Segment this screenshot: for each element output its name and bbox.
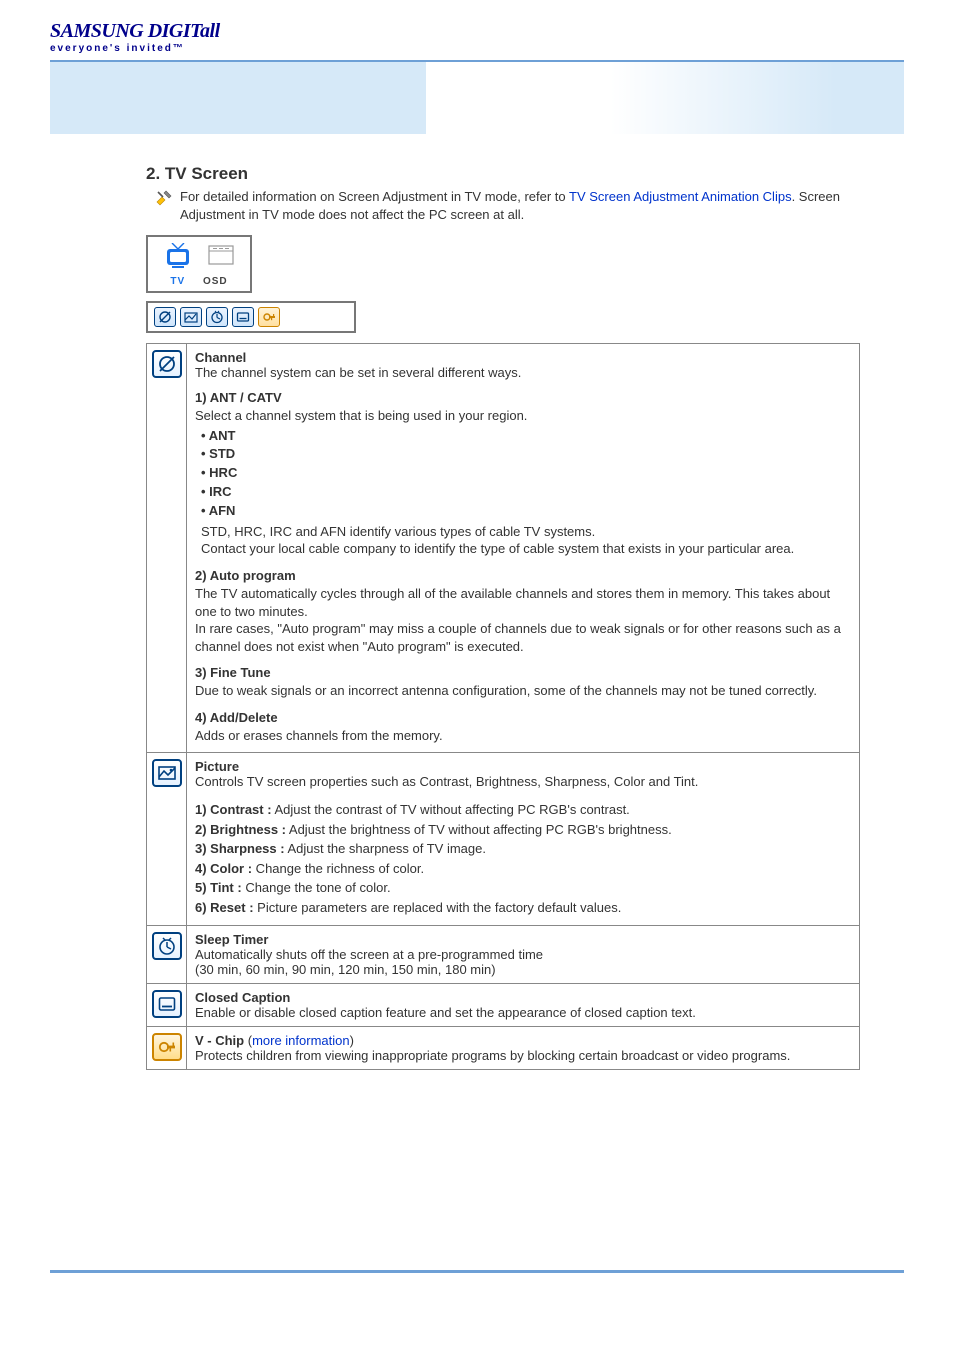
channel-s1-list: ANT STD HRC IRC AFN xyxy=(195,427,851,521)
channel-s3-title: 3) Fine Tune xyxy=(195,665,851,680)
picture-item-label: 6) Reset : xyxy=(195,900,254,915)
picture-strip-icon xyxy=(180,307,202,327)
channel-title: Channel xyxy=(195,350,246,365)
osd-icon xyxy=(208,245,234,270)
picture-title: Picture xyxy=(195,759,239,774)
channel-s4-title: 4) Add/Delete xyxy=(195,710,851,725)
vchip-strip-icon xyxy=(258,307,280,327)
vchip-icon xyxy=(152,1033,182,1061)
picture-item-label: 4) Color : xyxy=(195,861,252,876)
channel-s1-title: 1) ANT / CATV xyxy=(195,390,851,405)
channel-s2-title: 2) Auto program xyxy=(195,568,851,583)
tools-icon xyxy=(154,188,174,211)
list-item: AFN xyxy=(201,502,851,521)
table-row: V - Chip (more information) Protects chi… xyxy=(147,1026,860,1069)
content-area: 2. TV Screen For detailed information on… xyxy=(50,134,860,1070)
cc-strip-icon xyxy=(232,307,254,327)
footer-divider xyxy=(50,1270,904,1273)
table-row: Channel The channel system can be set in… xyxy=(147,344,860,753)
intro-row: For detailed information on Screen Adjus… xyxy=(146,188,860,223)
list-item: HRC xyxy=(201,464,851,483)
picture-item-label: 1) Contrast : xyxy=(195,802,272,817)
closed-caption-icon xyxy=(152,990,182,1018)
picture-icon xyxy=(152,759,182,787)
picture-desc: Controls TV screen properties such as Co… xyxy=(195,774,698,789)
picture-item-text: Adjust the sharpness of TV image. xyxy=(285,841,486,856)
channel-s4-body: Adds or erases channels from the memory. xyxy=(195,727,851,745)
picture-item-label: 5) Tint : xyxy=(195,880,242,895)
table-row: Sleep Timer Automatically shuts off the … xyxy=(147,925,860,983)
section-title: 2. TV Screen xyxy=(146,164,860,184)
tv-icon xyxy=(164,243,192,272)
intro-prefix: For detailed information on Screen Adjus… xyxy=(180,189,569,204)
sleep-l1: Automatically shuts off the screen at a … xyxy=(195,947,543,962)
picture-item-text: Change the tone of color. xyxy=(242,880,391,895)
picture-item-text: Change the richness of color. xyxy=(252,861,424,876)
picture-item-text: Adjust the brightness of TV without affe… xyxy=(286,822,672,837)
sleep-strip-icon xyxy=(206,307,228,327)
channel-s3-body: Due to weak signals or an incorrect ante… xyxy=(195,682,851,700)
channel-desc: The channel system can be set in several… xyxy=(195,365,521,380)
icon-strip xyxy=(146,301,356,333)
picture-item-label: 2) Brightness : xyxy=(195,822,286,837)
intro-text: For detailed information on Screen Adjus… xyxy=(180,188,860,223)
page: SAMSUNG DIGITall everyone's invited™ 2. … xyxy=(0,0,954,1313)
tv-label: TV xyxy=(170,276,185,287)
channel-strip-icon xyxy=(154,307,176,327)
osd-label: OSD xyxy=(203,276,228,287)
picture-item-text: Adjust the contrast of TV without affect… xyxy=(272,802,630,817)
brand-logo: SAMSUNG DIGITall everyone's invited™ xyxy=(50,20,904,54)
vchip-title: V - Chip xyxy=(195,1033,244,1048)
intro-link[interactable]: TV Screen Adjustment Animation Clips xyxy=(569,189,792,204)
brand-name: SAMSUNG DIGITall xyxy=(50,20,220,43)
channel-s1-desc: Select a channel system that is being us… xyxy=(195,407,851,425)
picture-item-text: Picture parameters are replaced with the… xyxy=(254,900,622,915)
cc-title: Closed Caption xyxy=(195,990,290,1005)
sleep-title: Sleep Timer xyxy=(195,932,268,947)
channel-icon xyxy=(152,350,182,378)
sleep-l2: (30 min, 60 min, 90 min, 120 min, 150 mi… xyxy=(195,962,496,977)
table-row: Closed Caption Enable or disable closed … xyxy=(147,983,860,1026)
header-banner xyxy=(50,62,904,134)
channel-s2-body: The TV automatically cycles through all … xyxy=(195,585,851,655)
osd-indicator-box: TV OSD xyxy=(146,235,252,293)
brand-tagline: everyone's invited™ xyxy=(50,43,220,54)
sleep-timer-icon xyxy=(152,932,182,960)
cc-body: Enable or disable closed caption feature… xyxy=(195,1005,696,1020)
vchip-more-link[interactable]: more information xyxy=(252,1033,350,1048)
channel-s1-note: STD, HRC, IRC and AFN identify various t… xyxy=(195,523,851,558)
list-item: ANT xyxy=(201,427,851,446)
picture-item-label: 3) Sharpness : xyxy=(195,841,285,856)
vchip-body: Protects children from viewing inappropr… xyxy=(195,1048,790,1063)
list-item: STD xyxy=(201,445,851,464)
picture-items: 1) Contrast : Adjust the contrast of TV … xyxy=(195,801,851,916)
table-row: Picture Controls TV screen properties su… xyxy=(147,753,860,925)
definitions-table: Channel The channel system can be set in… xyxy=(146,343,860,1069)
list-item: IRC xyxy=(201,483,851,502)
